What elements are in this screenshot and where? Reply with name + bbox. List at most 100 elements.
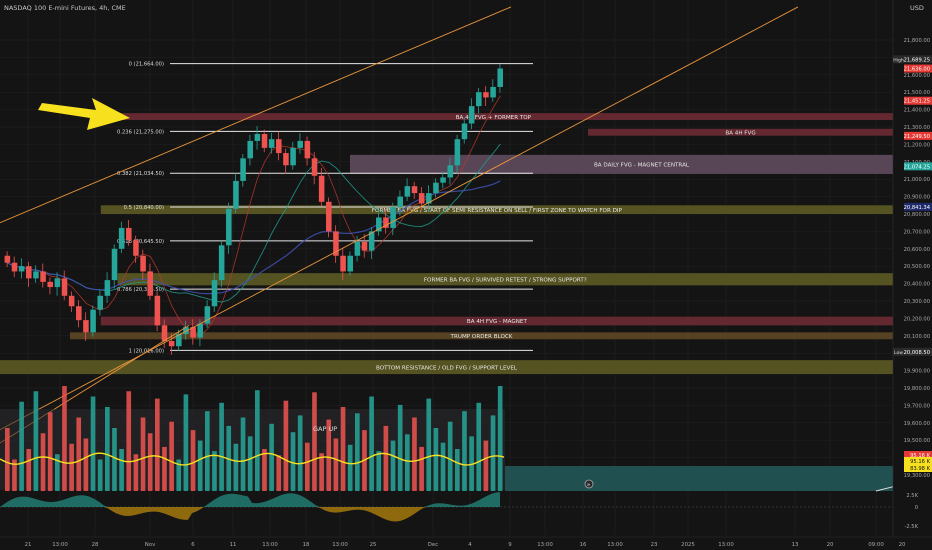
volume-bar: [119, 449, 124, 491]
candle-body: [47, 281, 53, 288]
candle-body: [468, 106, 475, 124]
volume-bar: [340, 407, 346, 491]
zone-rect: [70, 332, 893, 340]
fibonacci-levels: 0 (21,664.00) 0.236 (21,275.00) 0.382 (21,…: [117, 62, 533, 354]
price-badge-value: 95.16 K: [910, 453, 930, 459]
candle-body: [68, 295, 75, 307]
candle-body: [204, 306, 211, 324]
volume-bar: [126, 391, 132, 491]
volume-bar: [190, 430, 196, 491]
fib-label: 0 (21,664.00): [129, 62, 164, 68]
candle-body: [261, 133, 268, 148]
candle-body: [111, 248, 118, 281]
volume-bar: [497, 386, 503, 491]
volume-bar: [5, 428, 10, 491]
moving-averages: [7, 95, 501, 336]
zone-label: BA 4H FVG - MAGNET: [467, 319, 528, 325]
time-tick-label: 09:00: [868, 542, 884, 548]
time-tick-label: 13:00: [52, 542, 68, 548]
volume-bar: [69, 443, 74, 491]
oscillator-pane: [0, 492, 893, 522]
volume-bar: [383, 425, 389, 491]
price-badge-value: 21,689.25: [904, 57, 930, 63]
volume-bar: [347, 444, 353, 491]
volume-bar: [326, 419, 332, 491]
osc-tick-label: 0: [915, 505, 918, 511]
volume-bar: [483, 440, 489, 491]
volume-bar: [147, 433, 153, 491]
candle-body: [40, 271, 46, 282]
volume-pane: [0, 386, 901, 492]
candle-body: [497, 68, 503, 87]
moving-average-line: [7, 95, 501, 336]
volume-bar: [397, 404, 403, 491]
price-tick-label: 20,800.00: [904, 212, 930, 218]
volume-bar: [376, 451, 382, 491]
candle-body: [290, 147, 296, 166]
osc-tick-label: 2.5K: [906, 493, 918, 499]
volume-bar: [240, 417, 246, 491]
volume-bar: [212, 451, 217, 491]
time-tick-label: Dec: [428, 542, 438, 548]
candle-body: [440, 177, 446, 183]
volume-bar: [290, 432, 296, 491]
volume-average-line: [0, 452, 505, 466]
currency-label[interactable]: USD: [910, 4, 924, 12]
candle-body: [390, 207, 396, 228]
fvg-zones: BA 4H FVG + FORMER TOP BA 4H FVG BA DAILY …: [0, 113, 894, 375]
price-badge: [904, 96, 932, 105]
candle-body: [483, 92, 489, 98]
price-tick-label: 20,700.00: [904, 229, 930, 235]
candle-body: [190, 327, 196, 338]
candle-body: [326, 201, 332, 232]
time-tick-label: 4: [468, 542, 472, 548]
volume-bar: [205, 411, 210, 491]
candle-body: [333, 231, 339, 256]
volume-band: [505, 466, 893, 491]
price-badge: [904, 451, 932, 459]
price-badge: [904, 457, 932, 465]
volume-bar: [155, 398, 160, 491]
price-badge: [904, 347, 932, 356]
osc-negative-fill: [0, 507, 500, 522]
price-tick-label: 19,700.00: [904, 403, 930, 409]
time-tick-label: 28: [92, 542, 99, 548]
volume-bar: [169, 421, 174, 491]
candle-body: [340, 255, 346, 272]
volume-bar: [440, 442, 446, 491]
yellow-pointer-arrow: [38, 98, 130, 130]
zone-label: BA DAILY FVG - MAGNET CENTRAL: [594, 163, 690, 169]
price-badge-value: 83.98 K: [910, 466, 930, 472]
volume-bar: [12, 459, 17, 491]
zone-rect: [0, 360, 893, 375]
zone-label: TRUMP ORDER BLOCK: [450, 334, 513, 340]
candle-body: [11, 262, 18, 272]
candle-body: [104, 280, 111, 296]
price-tick-label: 20,300.00: [904, 299, 930, 305]
volume-bar: [26, 449, 32, 491]
price-badge: [904, 131, 932, 140]
volume-bar: [47, 412, 53, 491]
volume-bar: [62, 386, 67, 491]
price-tick-label: 20,500.00: [904, 264, 930, 270]
price-tick-label: 19,500.00: [904, 438, 930, 444]
candle-body: [61, 278, 68, 296]
zone-label: BA 4H FVG + FORMER TOP: [456, 115, 532, 121]
candle-body: [133, 240, 139, 256]
time-axis-bg: [0, 537, 932, 550]
time-tick-label: Nov: [145, 542, 156, 548]
price-tick-label: 21,300.00: [904, 125, 930, 131]
candle-body: [240, 158, 246, 181]
candle-body: [54, 278, 61, 288]
zone-rect: [588, 128, 893, 136]
candle-body: [254, 133, 261, 141]
candle-body: [376, 217, 382, 232]
fib-label: 0.618 (20,645.50): [117, 239, 164, 245]
candle-body: [183, 327, 189, 335]
price-tick-label: 19,300.00: [904, 473, 930, 479]
candle-body: [126, 227, 132, 241]
trend-line: [0, 6, 512, 224]
scroll-to-latest-button[interactable]: »: [584, 479, 594, 489]
volume-bar: [233, 443, 239, 491]
